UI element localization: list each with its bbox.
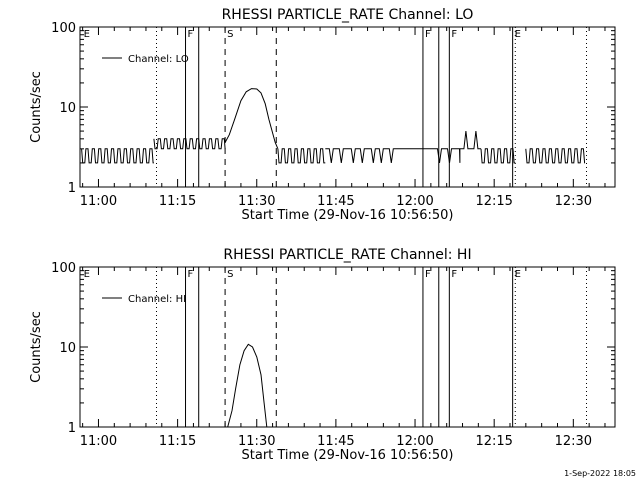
event-marker-label: F [425, 29, 431, 40]
y-tick-label: 1 [68, 421, 76, 436]
x-axis-label: Start Time (29-Nov-16 10:56:50) [242, 448, 454, 463]
event-marker-label: F [451, 269, 457, 280]
series-line [277, 148, 326, 164]
x-tick-label: 11:15 [159, 434, 196, 449]
y-tick-label: 100 [51, 261, 76, 276]
chart-panel-lo: RHESSI PARTICLE_RATE Channel: LO 1 10 100 11… [29, 7, 616, 223]
legend-entry: Channel: LO [128, 54, 189, 65]
x-tick-label: 12:00 [396, 194, 433, 209]
event-marker-label: F [425, 269, 431, 280]
series-line [480, 148, 516, 164]
legend-entry: Channel: HI [128, 294, 186, 305]
chart-panel-hi: RHESSI PARTICLE_RATE Channel: HI 1 10 100 11… [29, 247, 616, 463]
series-line [153, 138, 226, 150]
x-tick-label: 12:30 [555, 434, 592, 449]
chart-title: RHESSI PARTICLE_RATE Channel: LO [222, 7, 474, 23]
x-tick-label: 11:30 [238, 194, 275, 209]
event-marker-label: E [515, 269, 521, 280]
event-marker-label: F [451, 29, 457, 40]
x-tick-label: 12:00 [396, 434, 433, 449]
series-line [81, 148, 154, 164]
x-tick-label: 11:00 [80, 194, 117, 209]
y-tick-label: 10 [59, 101, 76, 116]
event-marker-label: E [84, 29, 90, 40]
y-tick-label: 100 [51, 21, 76, 36]
x-tick-label: 11:15 [159, 194, 196, 209]
x-tick-label: 11:45 [317, 194, 354, 209]
event-marker-label: E [84, 269, 90, 280]
y-tick-label: 10 [59, 341, 76, 356]
event-marker-label: E [515, 29, 521, 40]
series-line [227, 343, 268, 428]
y-axis-label: Counts/sec [29, 71, 44, 143]
event-marker-label: F [188, 29, 194, 40]
x-axis-label: Start Time (29-Nov-16 10:56:50) [242, 208, 454, 223]
series-line [525, 148, 586, 164]
x-tick-label: 12:15 [475, 194, 512, 209]
series-line [224, 88, 279, 149]
x-tick-label: 11:45 [317, 434, 354, 449]
chart-title: RHESSI PARTICLE_RATE Channel: HI [223, 247, 471, 263]
x-tick-label: 11:00 [80, 434, 117, 449]
plot-frame [79, 266, 616, 428]
series-line [325, 148, 394, 163]
series-line [459, 131, 481, 150]
series-line [433, 148, 461, 163]
footer-date-stamp: 1-Sep-2022 18:05 [564, 469, 636, 478]
event-marker-label: S [227, 29, 233, 40]
x-tick-label: 12:30 [555, 194, 592, 209]
event-marker-label: S [227, 269, 233, 280]
event-marker-label: F [188, 269, 194, 280]
y-axis-label: Counts/sec [29, 311, 44, 383]
x-tick-label: 12:15 [475, 434, 512, 449]
x-tick-label: 11:30 [238, 434, 275, 449]
y-tick-label: 1 [68, 181, 76, 196]
